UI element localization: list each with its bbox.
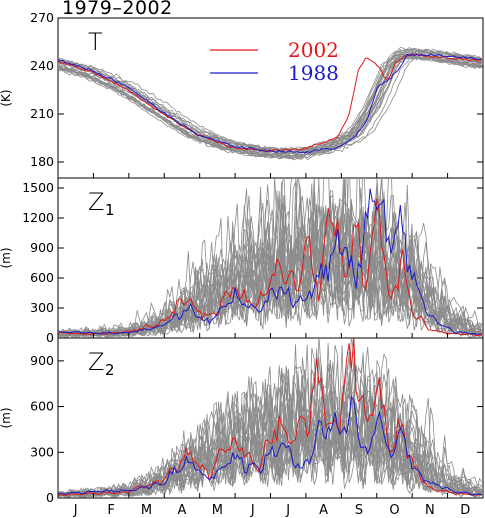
series-line-1988	[58, 53, 482, 154]
climatology-line	[58, 56, 482, 160]
series-line-2002	[58, 54, 482, 153]
y-axis-label: (K)	[0, 89, 13, 106]
panel-subscript: 2	[105, 361, 115, 379]
legend-label-2002: 2002	[288, 38, 339, 62]
y-tick-label: 1500	[22, 180, 54, 195]
month-label: A	[178, 503, 187, 518]
climatology-line	[58, 49, 483, 153]
series-line-2002	[58, 338, 482, 496]
climatology-line	[58, 56, 483, 161]
climatology-line	[58, 50, 483, 155]
month-label: J	[250, 503, 255, 518]
climatology-line	[58, 50, 483, 154]
y-tick-label: 300	[30, 300, 54, 315]
y-tick-label: 270	[30, 10, 54, 25]
climatology-line	[58, 52, 483, 156]
month-label: J	[285, 503, 290, 518]
plot-area	[58, 178, 483, 338]
panel-label: T	[88, 28, 103, 56]
month-label: A	[319, 503, 328, 518]
climatology-line	[58, 412, 483, 498]
y-tick-label: 900	[30, 353, 54, 368]
month-label: M	[141, 503, 152, 518]
climatology-line	[58, 53, 482, 157]
climatology-line	[58, 51, 483, 156]
y-tick-label: 600	[30, 270, 54, 285]
y-tick-label: 180	[30, 154, 54, 169]
plot-area	[58, 338, 483, 498]
climatology-line	[58, 53, 483, 157]
climatology-line	[58, 56, 482, 160]
y-axis-label: (m)	[0, 407, 13, 428]
series-line-1988	[58, 188, 482, 335]
y-tick-label: 210	[30, 106, 54, 121]
climatology-line	[58, 56, 482, 160]
y-tick-label: 0	[46, 490, 54, 505]
panel-label: Z	[88, 348, 104, 376]
climatology-line	[58, 54, 482, 159]
panel-subscript: 1	[105, 201, 115, 219]
series-line-2002	[58, 198, 482, 337]
figure-title: 1979–2002	[62, 0, 173, 19]
y-tick-label: 600	[30, 399, 54, 414]
y-tick-label: 300	[30, 444, 54, 459]
month-label: D	[460, 503, 470, 518]
month-label: N	[425, 503, 435, 518]
y-tick-label: 1200	[22, 210, 54, 225]
plot-area	[58, 47, 483, 161]
month-label: J	[73, 503, 78, 518]
climatology-line	[58, 48, 482, 152]
climatology-line	[58, 53, 483, 157]
climatology-line	[58, 49, 483, 155]
series-line-1988	[58, 395, 482, 496]
y-tick-label: 0	[46, 330, 54, 345]
y-tick-label: 900	[30, 240, 54, 255]
climatology-line	[58, 47, 483, 151]
month-label: S	[355, 503, 363, 518]
climatology-line	[58, 49, 482, 153]
panel-label: Z	[88, 188, 104, 216]
y-axis-label: (m)	[0, 247, 13, 268]
month-label: O	[389, 503, 399, 518]
climatology-line	[58, 51, 482, 156]
panel-3: 0 300 600 900 (m) Z 2	[0, 337, 484, 505]
month-label: M	[212, 503, 223, 518]
month-label: F	[107, 503, 114, 518]
panel-2: 0 300 600 900 1200 1500 (m) Z 1	[0, 177, 484, 345]
climatology-line	[58, 55, 482, 159]
legend-label-1988: 1988	[288, 61, 339, 85]
y-tick-label: 240	[30, 58, 54, 73]
climatology-line	[58, 53, 482, 158]
climatology-line	[58, 47, 482, 151]
climatology-line	[58, 47, 482, 151]
